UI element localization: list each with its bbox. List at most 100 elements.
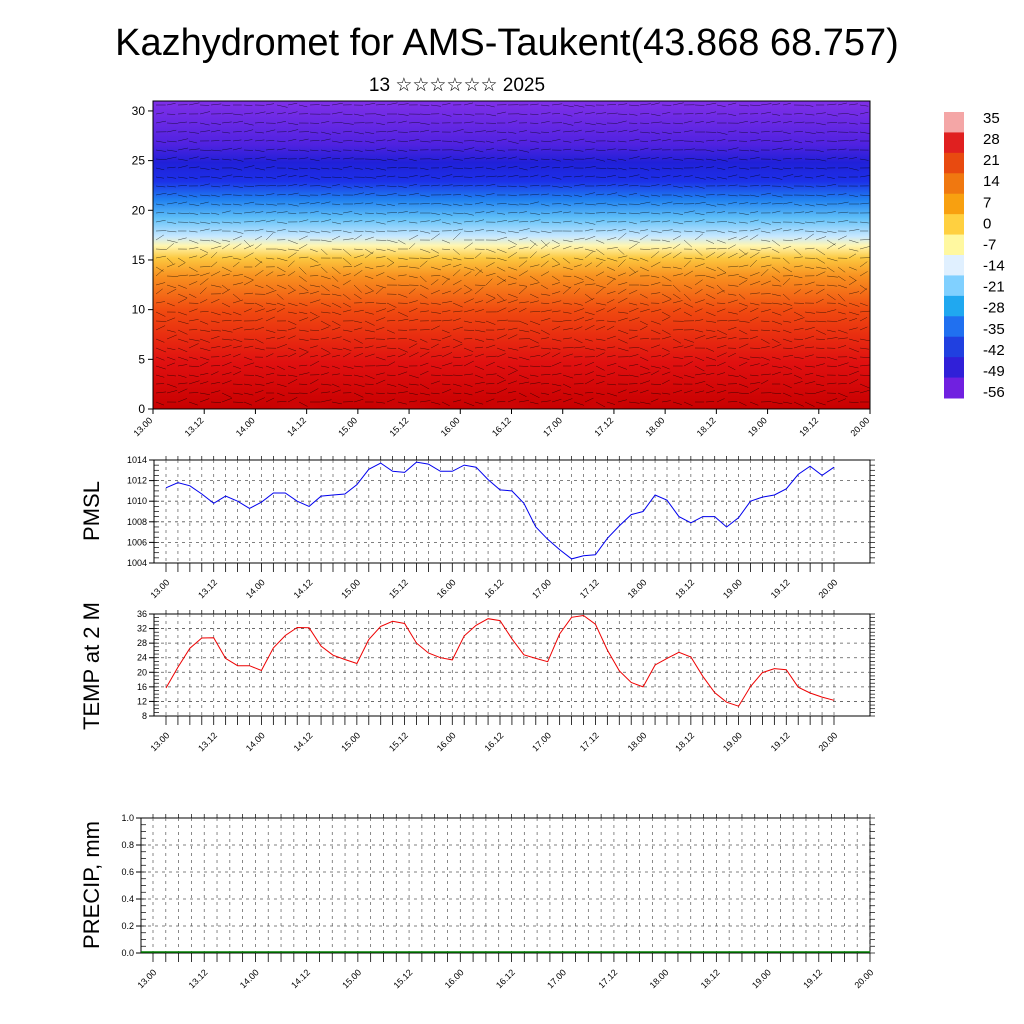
wind-vector bbox=[166, 284, 177, 289]
wind-vector bbox=[716, 272, 727, 277]
wind-vector bbox=[837, 311, 846, 315]
wind-vector bbox=[221, 121, 232, 124]
wind-vector bbox=[254, 390, 264, 394]
wind-vector bbox=[419, 362, 429, 367]
wind-vector bbox=[859, 364, 870, 367]
wind-vector bbox=[793, 248, 802, 256]
wind-vector bbox=[287, 396, 298, 403]
wind-vector bbox=[309, 338, 319, 340]
wind-vector bbox=[408, 288, 416, 295]
wind-vector bbox=[782, 174, 794, 178]
wind-vector bbox=[474, 353, 484, 358]
colorbar-label: -21 bbox=[983, 279, 1005, 296]
wind-vector bbox=[650, 383, 662, 385]
wind-vector bbox=[199, 373, 209, 376]
wind-vector bbox=[628, 347, 640, 349]
wind-vector bbox=[463, 194, 472, 198]
wind-vector bbox=[232, 120, 244, 124]
wind-vector bbox=[331, 176, 342, 178]
colorbar-label: -49 bbox=[983, 363, 1005, 380]
wind-vector bbox=[727, 244, 736, 250]
wind-vector bbox=[221, 392, 232, 398]
wind-vector bbox=[199, 356, 210, 361]
wind-vector bbox=[353, 320, 363, 323]
y-tick-label: 10 bbox=[132, 303, 146, 317]
wind-vector bbox=[474, 390, 484, 394]
wind-vector bbox=[474, 269, 483, 277]
wind-vector bbox=[606, 383, 617, 386]
wind-vector bbox=[562, 311, 572, 314]
wind-vector bbox=[661, 239, 670, 243]
wind-vector bbox=[430, 289, 440, 295]
wind-vector bbox=[155, 234, 164, 241]
wind-vector bbox=[661, 220, 671, 223]
wind-vector bbox=[463, 329, 475, 331]
wind-vector bbox=[375, 104, 386, 106]
wind-vector bbox=[254, 347, 265, 351]
wind-vector bbox=[320, 266, 328, 274]
wind-vector bbox=[210, 311, 221, 316]
wind-vector bbox=[606, 291, 616, 295]
wind-vector bbox=[188, 281, 198, 286]
wind-vector bbox=[287, 374, 298, 377]
wind-vector bbox=[584, 324, 595, 331]
wind-vector bbox=[584, 297, 595, 304]
wind-vector bbox=[353, 365, 364, 368]
wind-vector bbox=[397, 113, 409, 116]
wind-vector bbox=[540, 260, 549, 268]
wind-vector bbox=[815, 311, 827, 313]
wind-vector bbox=[199, 183, 210, 187]
wind-vector bbox=[210, 251, 218, 259]
wind-vector bbox=[353, 353, 364, 358]
y-tick-label: 0.8 bbox=[121, 840, 134, 850]
wind-vector bbox=[573, 175, 584, 178]
wind-vector bbox=[166, 185, 176, 188]
wind-vector bbox=[705, 176, 716, 180]
wind-vector bbox=[859, 111, 869, 115]
wind-vector bbox=[672, 345, 684, 349]
wind-vector bbox=[276, 307, 285, 313]
wind-vector bbox=[298, 175, 308, 178]
wind-vector bbox=[672, 212, 684, 215]
wind-vector bbox=[331, 131, 341, 135]
wind-vector bbox=[188, 365, 200, 368]
wind-vector bbox=[507, 131, 517, 134]
wind-vector bbox=[815, 338, 825, 340]
wind-vector bbox=[375, 308, 387, 313]
colorbar-label: -7 bbox=[983, 236, 996, 253]
wind-vector bbox=[694, 201, 706, 205]
wind-vector bbox=[760, 230, 771, 234]
wind-vector bbox=[672, 131, 682, 134]
wind-vector bbox=[507, 239, 518, 245]
wind-vector bbox=[232, 113, 243, 116]
wind-vector bbox=[463, 401, 475, 407]
wind-vector bbox=[551, 291, 561, 295]
wind-vector bbox=[793, 175, 803, 178]
wind-vector bbox=[606, 307, 617, 313]
y-tick-label: 1008 bbox=[127, 517, 147, 527]
wind-vector bbox=[364, 311, 374, 315]
wind-vector bbox=[331, 275, 339, 282]
wind-vector bbox=[562, 286, 572, 295]
wind-vector bbox=[738, 235, 749, 241]
wind-vector bbox=[782, 158, 792, 160]
wind-vector bbox=[474, 130, 486, 133]
wind-vector bbox=[386, 193, 397, 196]
wind-vector bbox=[529, 382, 541, 385]
x-tick-label: 20.00 bbox=[816, 730, 839, 753]
wind-vector bbox=[265, 232, 274, 241]
wind-vector bbox=[595, 271, 605, 277]
wind-vector bbox=[595, 392, 605, 396]
wind-vector bbox=[441, 319, 453, 322]
wind-vector bbox=[397, 167, 409, 169]
wind-vector bbox=[364, 353, 375, 358]
wind-vector bbox=[155, 149, 167, 152]
wind-vector bbox=[562, 383, 572, 389]
x-tick-label: 17.12 bbox=[596, 967, 619, 990]
wind-vector bbox=[782, 392, 792, 397]
wind-vector bbox=[375, 317, 386, 322]
wind-vector bbox=[595, 302, 607, 306]
wind-vector bbox=[617, 129, 628, 133]
wind-vector bbox=[771, 338, 780, 344]
wind-vector bbox=[771, 103, 781, 106]
